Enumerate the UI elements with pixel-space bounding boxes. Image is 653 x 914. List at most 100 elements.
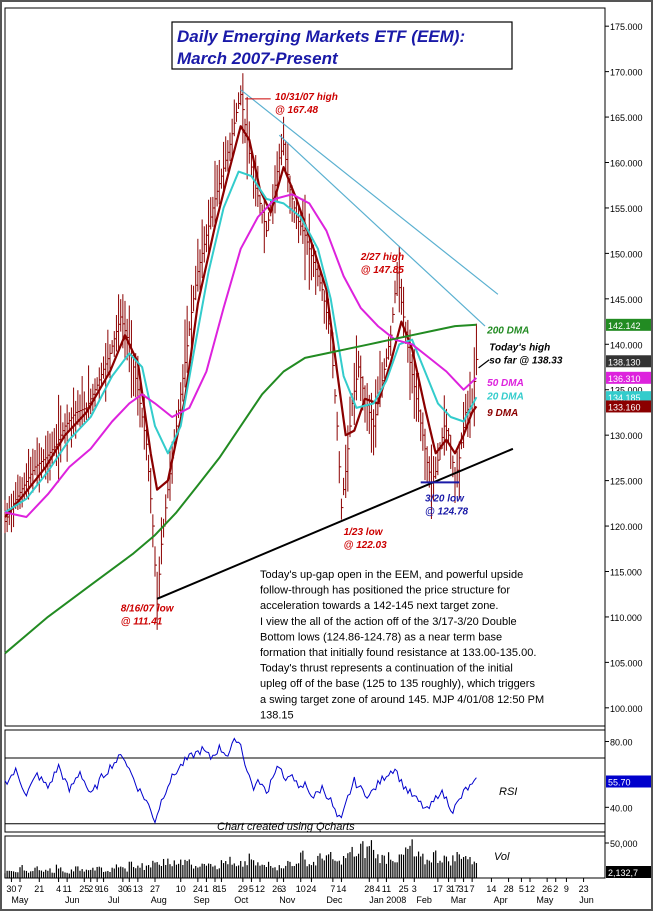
last-value-badge bbox=[606, 400, 652, 413]
volume-label: Vol bbox=[494, 851, 510, 863]
month-label: May bbox=[536, 895, 554, 905]
annotation-label: 9 DMA bbox=[487, 408, 518, 419]
price-y-tick-label: 100.000 bbox=[610, 704, 643, 714]
rsi-last-value-badge-text: 55.70 bbox=[608, 777, 631, 787]
annotation-pointer bbox=[478, 359, 490, 369]
price-y-tick-label: 165.000 bbox=[610, 113, 643, 123]
month-label: Feb bbox=[416, 895, 432, 905]
rsi-label: RSI bbox=[499, 786, 517, 798]
date-tick-label: 8 bbox=[212, 884, 217, 894]
month-label: Sep bbox=[194, 895, 210, 905]
commentary-line: Today's thrust represents a continuation… bbox=[260, 663, 513, 675]
price-y-tick-label: 140.000 bbox=[610, 340, 643, 350]
commentary-line: upleg off of the base (125 to 135 roughl… bbox=[260, 678, 535, 690]
chart-title-line2: March 2007-Present bbox=[177, 49, 339, 68]
price-y-tick-label: 170.000 bbox=[610, 68, 643, 78]
date-tick-label: 6 bbox=[127, 884, 132, 894]
annotation-label: 3/20 low bbox=[425, 494, 465, 505]
date-tick-label: 11 bbox=[62, 884, 71, 894]
price-y-tick-label: 130.000 bbox=[610, 431, 643, 441]
commentary-line: Bottom lows (124.86-124.78) as a near te… bbox=[260, 631, 502, 643]
commentary-line: 138.15 bbox=[260, 709, 294, 721]
series-dma9-line bbox=[4, 125, 478, 518]
date-tick-label: 31 bbox=[459, 884, 469, 894]
annotation-label: Today's high bbox=[489, 343, 550, 354]
month-label: Apr bbox=[494, 895, 508, 905]
month-label: Aug bbox=[151, 895, 167, 905]
volume-y-tick-label: 50,000 bbox=[610, 839, 638, 849]
date-tick-label: 29 bbox=[238, 884, 248, 894]
annotation-label: 2/27 high bbox=[360, 252, 404, 263]
last-value-badge-text: 142.142 bbox=[608, 321, 641, 331]
month-label: May bbox=[11, 895, 29, 905]
date-tick-label: 15 bbox=[216, 884, 226, 894]
date-tick-label: 10 bbox=[176, 884, 186, 894]
last-value-badge bbox=[606, 371, 652, 384]
date-tick-label: 4 bbox=[56, 884, 61, 894]
date-tick-label: 30 bbox=[118, 884, 128, 894]
series-dma200-line bbox=[4, 323, 477, 655]
date-tick-label: 26 bbox=[272, 884, 282, 894]
date-tick-label: 13 bbox=[133, 884, 143, 894]
last-value-badge-text: 133.160 bbox=[608, 402, 641, 412]
last-value-badge bbox=[606, 318, 652, 331]
last-value-badge-text: 136.310 bbox=[608, 374, 641, 384]
price-y-tick-label: 115.000 bbox=[610, 567, 642, 577]
date-tick-label: 25 bbox=[79, 884, 89, 894]
date-tick-label: 5 bbox=[519, 884, 524, 894]
date-tick-label: 7 bbox=[17, 884, 22, 894]
rsi-y-tick-label: 80.00 bbox=[610, 738, 633, 748]
date-tick-label: 12 bbox=[525, 884, 535, 894]
date-tick-label: 28 bbox=[504, 884, 514, 894]
last-value-badge-text: 134.185 bbox=[608, 393, 641, 403]
commentary-line: Today's up-gap open in the EEM, and powe… bbox=[260, 569, 523, 581]
date-tick-label: 12 bbox=[255, 884, 265, 894]
series-support-line bbox=[156, 447, 514, 600]
commentary-line: formation that initially found resistanc… bbox=[260, 647, 536, 659]
price-panel bbox=[4, 7, 606, 727]
rsi-line bbox=[4, 737, 477, 825]
series-dma50-line bbox=[4, 193, 478, 518]
price-y-tick-label: 135.000 bbox=[610, 386, 643, 396]
annotation-label: 8/16/07 low bbox=[121, 603, 175, 614]
date-tick-label: 23 bbox=[579, 884, 589, 894]
date-tick-label: 27 bbox=[150, 884, 160, 894]
month-label: Jan 2008 bbox=[369, 895, 406, 905]
date-tick-label: 10 bbox=[296, 884, 306, 894]
date-tick-label: 21 bbox=[34, 884, 44, 894]
date-tick-label: 2 bbox=[553, 884, 558, 894]
date-tick-label: 28 bbox=[364, 884, 374, 894]
price-y-tick-label: 120.000 bbox=[610, 522, 643, 532]
date-tick-label: 24 bbox=[306, 884, 316, 894]
annotation-value: @ 147.85 bbox=[361, 265, 405, 276]
chart-credit: Chart created using Qcharts bbox=[217, 821, 355, 833]
date-tick-label: 3 bbox=[446, 884, 451, 894]
date-tick-label: 17 bbox=[450, 884, 460, 894]
price-y-tick-label: 125.000 bbox=[610, 477, 643, 487]
last-value-badge bbox=[606, 355, 652, 368]
volume-panel bbox=[4, 835, 606, 879]
price-y-tick-label: 175.000 bbox=[610, 22, 643, 32]
date-tick-label: 24 bbox=[193, 884, 203, 894]
last-value-badge-text: 138.130 bbox=[608, 357, 641, 367]
commentary-line: acceleration towards a 142-145 next targ… bbox=[260, 600, 498, 612]
price-y-tick-label: 160.000 bbox=[610, 159, 643, 169]
date-tick-label: 11 bbox=[382, 884, 391, 894]
series-trendline-line bbox=[240, 89, 499, 295]
commentary-line: I view the all of the action off of the … bbox=[260, 616, 517, 628]
annotation-value: @ 167.48 bbox=[275, 105, 319, 116]
date-tick-label: 3 bbox=[281, 884, 286, 894]
date-tick-label: 3 bbox=[412, 884, 417, 894]
chart-title-line1: Daily Emerging Markets ETF (EEM): bbox=[177, 27, 465, 46]
rsi-y-tick-label: 40.00 bbox=[610, 803, 633, 813]
date-tick-label: 1 bbox=[204, 884, 209, 894]
rsi-last-value-badge bbox=[606, 775, 652, 788]
month-label: Oct bbox=[234, 895, 249, 905]
title-box bbox=[171, 21, 513, 70]
series-trendline-line bbox=[278, 134, 486, 327]
commentary-line: follow-through has positioned the price … bbox=[260, 585, 510, 597]
date-tick-label: 26 bbox=[542, 884, 552, 894]
price-y-tick-label: 110.000 bbox=[610, 613, 642, 623]
